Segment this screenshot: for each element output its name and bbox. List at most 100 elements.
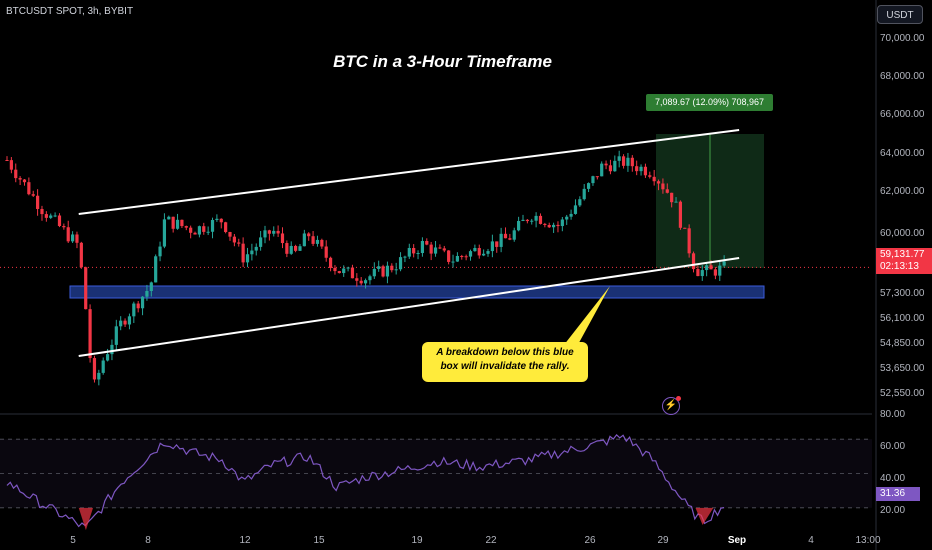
price-tick: 66,000.00 [880,109,925,120]
candle-body [127,316,132,325]
candle-body [289,245,293,254]
lightning-icon[interactable]: ⚡ [662,396,681,415]
candle-body [49,215,53,218]
current-price-tag: 59,131.77 02:13:13 [876,248,932,274]
candle-body [626,157,630,166]
price-tick: 60,000.00 [880,228,925,239]
candle-body [499,233,503,247]
candle-body [206,231,210,233]
candle-body [394,269,398,271]
candle-body [263,230,267,238]
rsi-line [6,434,725,528]
candle-body [241,243,245,263]
currency-button[interactable]: USDT [877,5,923,24]
candle-body [407,248,411,257]
candle-body [259,237,263,247]
candle-body [420,240,425,254]
price-tick: 57,300.00 [880,288,925,299]
candle-body [359,280,363,284]
candle-body [175,219,180,229]
candle-body [543,223,547,225]
candle-body [586,183,591,189]
candle-body [477,248,481,256]
candles [5,150,726,386]
candle-body [447,250,451,262]
candle-body [162,219,167,247]
candle-body [455,255,459,262]
channel-lower-line [78,257,740,357]
candle-body [75,234,79,243]
candle-body [53,215,57,217]
candle-body [718,265,722,276]
support-box [69,285,765,299]
candle-body [591,176,595,184]
date-tick: 22 [485,535,497,546]
candle-body [468,251,473,257]
price-tick: 52,550.00 [880,388,925,399]
candle-body [294,245,298,251]
candle-body [652,176,656,182]
price-tick: 56,100.00 [880,313,925,324]
candle-body [180,219,184,227]
candle-body [167,216,171,220]
zones [0,134,872,299]
candle-body [578,199,582,206]
candle-body [237,242,241,244]
candle-body [88,309,92,359]
candle-body [709,265,713,270]
candle-body [210,220,215,232]
symbol-label: BTCUSDT SPOT, 3h, BYBIT [6,6,134,17]
candle-body [573,205,578,214]
date-tick: 8 [145,535,151,546]
candle-body [368,276,372,281]
candle-body [617,156,621,161]
date-tick: 15 [313,535,325,546]
date-tick: 19 [411,535,423,546]
candle-body [705,265,709,271]
date-tick: 5 [70,535,76,546]
annotation-callout[interactable]: A breakdown below this blue box will inv… [422,342,588,382]
candle-body [661,183,665,190]
candle-body [79,242,83,268]
candle-body [643,166,648,176]
candle-body [604,163,608,166]
candle-body [595,176,599,178]
candle-body [272,230,276,234]
candle-body [460,255,464,257]
candle-body [722,261,726,266]
channel-lines [78,129,740,357]
rsi-pane [0,434,872,531]
candle-body [464,256,468,258]
candle-body [556,224,560,227]
candle-body [119,320,123,327]
candle-body [202,226,206,232]
candle-body [228,232,232,237]
candle-body [416,253,420,255]
candle-body [438,247,442,249]
candle-body [280,233,285,244]
candle-body [5,160,9,161]
candle-body [197,226,202,235]
date-tick: 29 [657,535,669,546]
candle-body [683,227,687,229]
rsi-oversold-fill [78,507,94,531]
candle-body [635,166,639,172]
candle-body [495,241,499,247]
date-tick: 12 [239,535,251,546]
candle-body [372,268,376,277]
candle-body [267,230,271,234]
candle-body [700,270,704,277]
target-label[interactable]: 7,089.67 (12.09%) 708,967 [646,94,773,111]
candle-body [355,278,359,281]
date-tick: 4 [808,535,814,546]
candle-body [346,267,350,269]
candle-body [18,178,22,180]
rsi-value-tag: 31.36 [876,487,920,501]
candle-body [22,179,27,183]
candle-body [105,354,110,361]
candle-body [145,291,149,297]
candle-body [328,257,333,268]
candle-body [158,246,162,257]
candle-body [31,194,35,196]
